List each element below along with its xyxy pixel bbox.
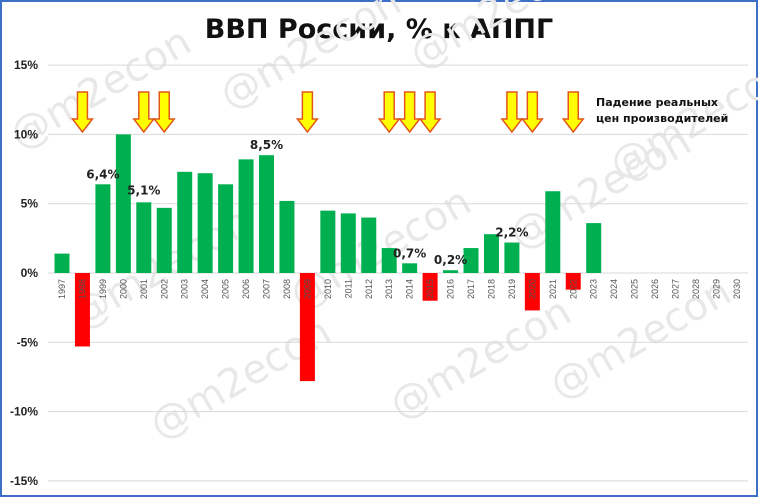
bar-2010 (320, 210, 336, 273)
bar-2018 (483, 234, 499, 273)
bar-1999 (95, 184, 111, 273)
down-arrow-icon (152, 91, 176, 134)
down-arrow-icon (377, 91, 401, 134)
bar-1998 (74, 273, 90, 347)
x-tick-label: 2012 (364, 279, 374, 299)
y-tick-label: -10% (10, 405, 38, 419)
y-tick-label: 15% (14, 58, 38, 72)
x-tick-label: 2025 (630, 279, 640, 299)
bar-2014 (402, 263, 418, 273)
x-tick-label: 1999 (98, 279, 108, 299)
watermark: @m2econ (382, 288, 579, 428)
y-tick-label: 5% (21, 197, 39, 211)
bar-2005 (218, 184, 234, 273)
x-tick-label: 2028 (691, 279, 701, 299)
bar-2007 (259, 155, 274, 273)
bar-2006 (238, 159, 254, 273)
y-tick-label: -5% (17, 335, 39, 349)
data-label: 0,7% (393, 246, 426, 260)
bar-2021 (545, 191, 561, 273)
x-tick-label: 2018 (486, 279, 496, 299)
x-tick-label: 2026 (650, 279, 660, 299)
x-tick-label: 2015 (425, 279, 435, 299)
x-tick-label: 2020 (527, 279, 537, 299)
down-arrow-icon (520, 91, 544, 134)
bar-2022 (565, 273, 581, 290)
bar-2017 (463, 248, 479, 273)
x-tick-label: 2021 (548, 279, 558, 299)
data-label: 0,2% (434, 253, 467, 267)
down-arrow-icon (561, 91, 585, 134)
data-label: 8,5% (250, 138, 283, 152)
x-tick-label: 2001 (139, 279, 149, 299)
x-tick-label: 1998 (77, 279, 87, 299)
bar-2016 (443, 270, 459, 273)
x-tick-label: 2004 (200, 279, 210, 299)
data-label: 5,1% (127, 183, 160, 197)
x-tick-label: 2010 (323, 279, 333, 299)
x-tick-label: 2006 (241, 279, 251, 299)
bar-2011 (340, 213, 356, 273)
down-arrow-icon (70, 91, 94, 134)
bar-2013 (381, 248, 397, 273)
down-arrow-icon (418, 91, 442, 134)
watermark: @m2econ (402, 0, 599, 79)
x-tick-label: 2014 (405, 279, 415, 299)
x-tick-label: 2002 (159, 279, 169, 299)
x-tick-label: 2009 (302, 279, 312, 299)
bar-2003 (177, 171, 193, 273)
x-tick-label: 2016 (446, 279, 456, 299)
bar-2002 (156, 207, 172, 273)
bar-2009 (299, 273, 315, 382)
bar-2000 (115, 134, 131, 273)
annotation-line-2: цен производителей (596, 112, 728, 125)
y-tick-label: 10% (14, 127, 38, 141)
x-tick-label: 2005 (221, 279, 231, 299)
bar-1997 (54, 253, 70, 273)
bar-2015 (422, 273, 438, 301)
bar-2008 (279, 200, 295, 273)
chart-title: ВВП России, % к АППГ (204, 14, 554, 45)
x-tick-label: 1997 (57, 279, 67, 299)
down-arrow-icon (295, 91, 319, 134)
bar-2012 (361, 217, 377, 273)
x-tick-label: 2003 (180, 279, 190, 299)
data-label: 2,2% (495, 226, 528, 240)
x-tick-label: 2023 (589, 279, 599, 299)
x-tick-label: 2000 (118, 279, 128, 299)
x-tick-label: 2007 (262, 279, 272, 299)
x-tick-label: 2008 (282, 279, 292, 299)
bar-2023 (586, 223, 602, 273)
bar-2020 (524, 273, 540, 311)
x-tick-label: 2022 (568, 279, 578, 299)
annotation-line-1: Падение реальных (596, 96, 718, 109)
bar-2019 (504, 242, 520, 273)
y-tick-label: 0% (21, 266, 39, 280)
x-tick-label: 2024 (609, 279, 619, 299)
x-tick-label: 2029 (711, 279, 721, 299)
y-tick-label: -15% (10, 474, 38, 488)
bar-2001 (136, 202, 152, 273)
down-arrow-icon (132, 91, 156, 134)
x-tick-label: 2019 (507, 279, 517, 299)
data-label: 6,4% (86, 167, 119, 181)
x-tick-label: 2030 (732, 279, 742, 299)
bar-2004 (197, 173, 213, 273)
x-tick-label: 2011 (343, 279, 353, 298)
x-tick-label: 2027 (671, 279, 681, 299)
x-tick-label: 2013 (384, 279, 394, 299)
x-tick-label: 2017 (466, 279, 476, 299)
down-arrow-icon (398, 91, 422, 134)
down-arrow-icon (500, 91, 524, 134)
